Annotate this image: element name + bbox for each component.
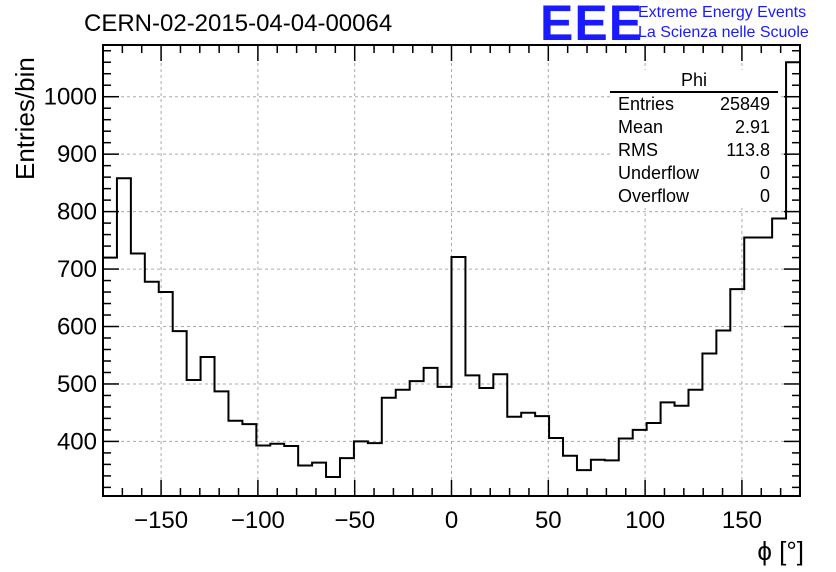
histogram-bin	[563, 456, 577, 496]
histogram-bin	[215, 391, 229, 496]
y-tick-label: 1000	[44, 84, 97, 111]
histogram-bin	[647, 423, 661, 496]
y-tick-label: 700	[57, 256, 97, 283]
stats-value: 2.91	[734, 117, 770, 137]
stats-row: RMS 113.8	[610, 139, 778, 162]
histogram-bin	[326, 477, 340, 496]
y-tick-label: 800	[57, 199, 97, 226]
x-axis-label: ϕ [°]	[757, 536, 804, 566]
histogram-bin	[716, 331, 730, 496]
stats-value: 25849	[719, 94, 770, 114]
histogram-bin	[744, 237, 758, 496]
eee-logo: EEE	[540, 0, 644, 51]
stats-label: Mean	[618, 117, 664, 137]
histogram-bin	[591, 460, 605, 496]
stats-label: RMS	[618, 140, 658, 160]
y-axis-label: Entries/bin	[10, 57, 40, 180]
histogram-bin	[772, 219, 786, 496]
histogram-bin	[521, 413, 535, 496]
y-axis: 400 500 600 700 800 900 1000	[44, 49, 800, 489]
stats-box: Phi Entries 25849 Mean 2.91 RMS 113.8 Under…	[610, 70, 778, 208]
stats-value: 0	[759, 163, 770, 183]
histogram-bin	[452, 257, 466, 496]
stats-value: 113.8	[726, 140, 770, 160]
histogram-bin	[117, 178, 131, 496]
histogram-bin	[786, 62, 800, 496]
histogram-bin	[145, 282, 159, 496]
histogram-bin	[131, 254, 145, 496]
stats-row: Overflow 0	[610, 185, 778, 208]
histogram-bin	[410, 381, 424, 496]
histogram-bin	[507, 417, 521, 496]
stats-label: Underflow	[618, 163, 700, 183]
histogram-outline	[103, 61, 800, 479]
stats-value: 0	[759, 186, 770, 206]
histogram-bin	[438, 387, 452, 496]
histogram-bin	[312, 463, 326, 496]
x-tick-label: 50	[535, 507, 562, 534]
histogram-bin	[242, 424, 256, 496]
histogram-bin	[228, 421, 242, 496]
histogram-bin	[619, 439, 633, 496]
histogram-line	[103, 61, 800, 496]
histogram-bin	[535, 416, 549, 496]
logo-subtitle-1: Extreme Energy Events	[638, 4, 807, 21]
histogram-bin	[201, 357, 215, 496]
histogram-bin	[675, 406, 689, 496]
y-tick-label: 900	[57, 141, 97, 168]
histogram-bin	[758, 237, 772, 496]
histogram-bin	[396, 390, 410, 496]
histogram-bin	[424, 368, 438, 496]
stats-row: Entries 25849	[610, 93, 778, 116]
chart-title: CERN-02-2015-04-04-00064	[84, 10, 393, 37]
logo-subtitle-2: La Scienza nelle Scuole	[638, 24, 809, 41]
histogram-bin	[465, 375, 479, 496]
histogram-bin	[354, 441, 368, 496]
histogram-bin	[577, 470, 591, 496]
x-tick-label: −100	[231, 507, 285, 534]
stats-label: Overflow	[618, 186, 690, 206]
histogram-bin	[382, 398, 396, 496]
histogram-bin	[298, 466, 312, 496]
y-tick-label: 400	[57, 428, 97, 455]
histogram-bin	[549, 438, 563, 496]
x-tick-label: 150	[722, 507, 762, 534]
y-tick-label: 500	[57, 371, 97, 398]
histogram-bin	[103, 258, 117, 496]
stats-label: Entries	[618, 94, 675, 114]
histogram-bin	[187, 380, 201, 496]
histogram-bin	[173, 331, 187, 496]
x-tick-label: −150	[134, 507, 188, 534]
histogram-bin	[159, 292, 173, 496]
histogram-bin	[730, 289, 744, 496]
stats-row: Underflow 0	[610, 162, 778, 185]
x-axis: −150 −100 −50 0 50 100 150	[102, 45, 801, 534]
histogram-bin	[368, 443, 382, 496]
stats-row: Mean 2.91	[610, 116, 778, 139]
x-tick-label: −50	[334, 507, 375, 534]
stats-title: Phi	[610, 70, 778, 93]
histogram-bin	[493, 374, 507, 496]
histogram-bin	[661, 402, 675, 496]
x-tick-label: 100	[625, 507, 665, 534]
histogram-bin	[688, 390, 702, 496]
histogram-bin	[479, 388, 493, 496]
x-tick-label: 0	[445, 507, 458, 534]
y-tick-label: 600	[57, 314, 97, 341]
histogram-bin	[340, 458, 354, 496]
histogram-bin	[702, 354, 716, 496]
